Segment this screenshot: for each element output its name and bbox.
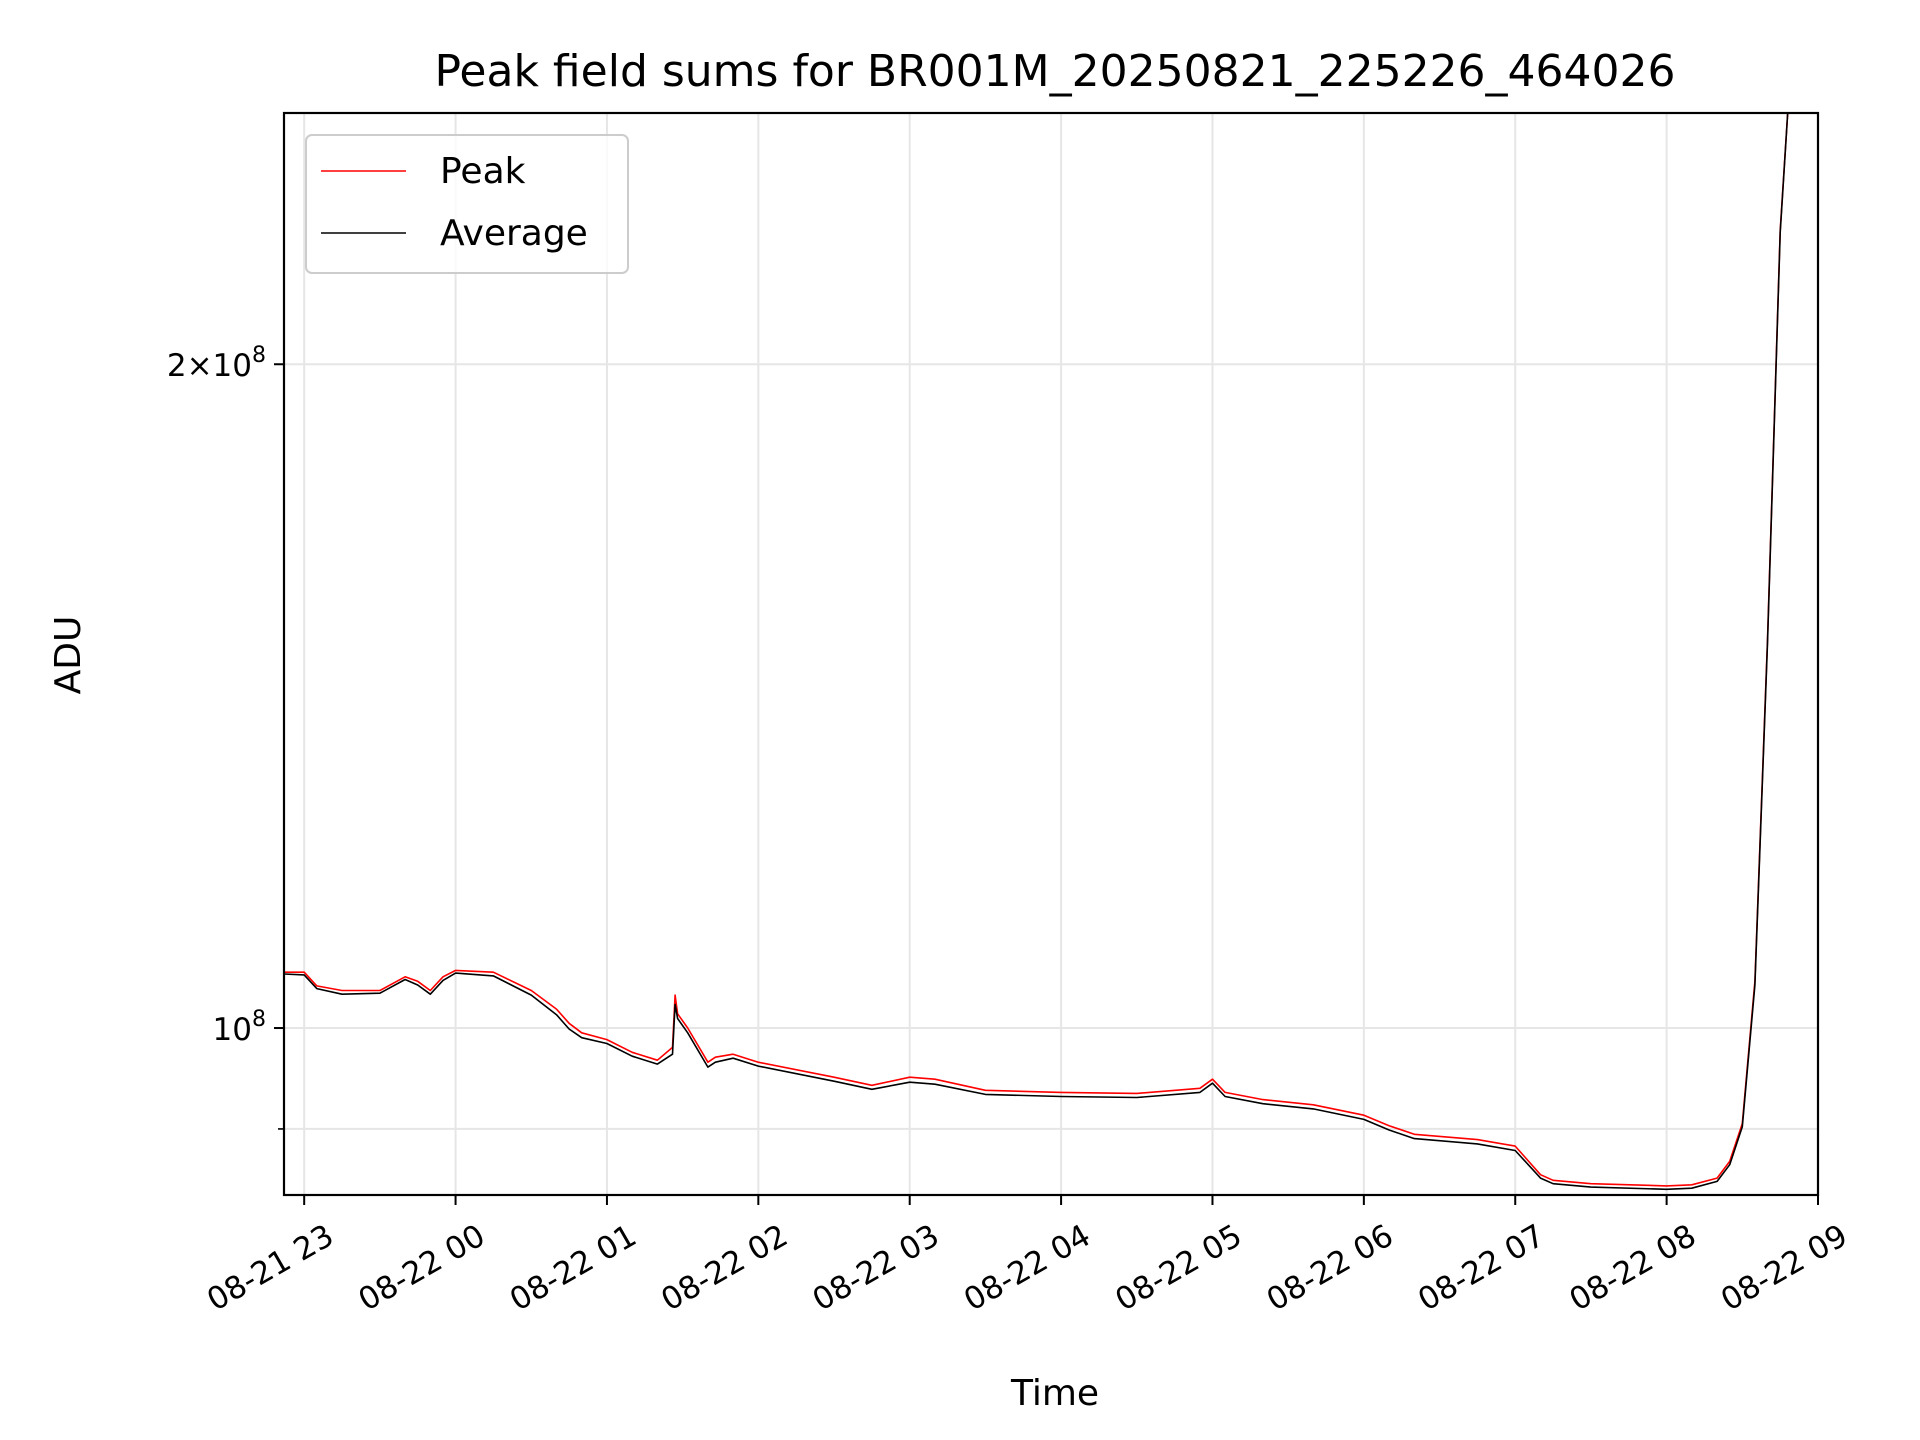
y-tick-label: 108	[213, 1007, 266, 1048]
legend-box	[305, 134, 629, 274]
y-axis-label: ADU	[48, 616, 89, 695]
series-line-peak	[284, 113, 1789, 1187]
legend-label-average: Average	[440, 213, 588, 254]
y-axis-ticks: 108 2×108	[167, 343, 284, 1130]
series-layer	[284, 113, 1789, 1191]
y-tick-label: 2×108	[167, 343, 266, 384]
legend: Peak Average	[305, 134, 629, 274]
series-line-average	[284, 113, 1789, 1191]
plot-frame	[282, 111, 1820, 1197]
chart-title: Peak field sums for BR001M_20250821_2252…	[434, 46, 1675, 97]
x-axis-label: Time	[1010, 1373, 1099, 1414]
legend-label-peak: Peak	[440, 151, 526, 192]
